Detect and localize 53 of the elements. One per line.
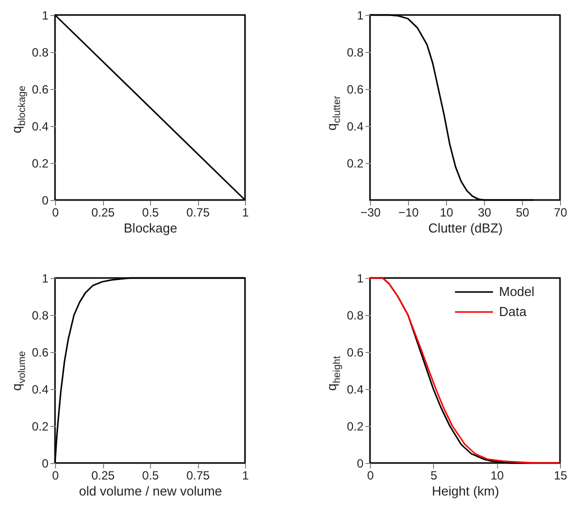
y-tick-label: 0.8 — [346, 46, 364, 60]
y-tick-label: 0 — [356, 456, 364, 470]
x-axis-title: Clutter (dBZ) — [428, 220, 503, 236]
y-tick-label: 0.4 — [32, 382, 49, 396]
y-tick-label: 1 — [356, 272, 364, 286]
x-tick-label: 0.75 — [186, 468, 210, 482]
x-tick-label: 1 — [242, 206, 250, 220]
y-tick-label: 1 — [356, 8, 364, 22]
y-tick-label: 0.6 — [32, 82, 49, 96]
x-tick-label: 0.5 — [142, 206, 160, 220]
y-axis-title: qclutter — [324, 95, 343, 130]
y-tick-label: 0.4 — [346, 120, 364, 134]
x-tick-label: 1 — [242, 468, 250, 482]
x-tick-label: 10 — [440, 206, 454, 220]
x-tick-label: 10 — [490, 468, 504, 482]
y-tick-label: 0.6 — [346, 82, 364, 96]
y-tick-label: 1 — [42, 8, 49, 22]
y-tick-label: 0.2 — [346, 420, 364, 434]
y-tick-label: 0.6 — [346, 346, 364, 360]
x-tick-label: 30 — [478, 206, 492, 220]
legend-label: Data — [499, 304, 528, 319]
y-tick-label: 0.8 — [32, 308, 49, 322]
x-axis-title: Blockage — [124, 220, 178, 236]
y-tick-label: 0 — [42, 456, 49, 470]
x-tick-label: 50 — [516, 206, 530, 220]
y-axis-title: qheight — [324, 356, 343, 391]
x-tick-label: 0.5 — [142, 468, 160, 482]
x-axis-title: Height (km) — [432, 484, 500, 498]
y-tick-label: 0.4 — [32, 120, 49, 134]
y-tick-label: 0.6 — [32, 346, 49, 360]
y-axis-title: qblockage — [9, 85, 28, 134]
x-tick-label: 15 — [554, 468, 568, 482]
y-tick-label: 0 — [42, 194, 49, 208]
x-tick-label: 0.25 — [91, 206, 115, 220]
y-tick-label: 0.2 — [346, 156, 364, 170]
y-tick-label: 0.2 — [32, 156, 49, 170]
y-tick-label: 0.8 — [32, 46, 49, 60]
legend-label: Model — [499, 284, 535, 299]
x-tick-label: 0 — [367, 468, 374, 482]
x-tick-label: 0.25 — [91, 468, 115, 482]
x-tick-label: 0 — [52, 206, 60, 220]
x-tick-label: 5 — [430, 468, 438, 482]
x-tick-label: −30 — [360, 206, 381, 220]
y-tick-label: 1 — [42, 272, 49, 286]
x-tick-label: 0 — [52, 468, 60, 482]
x-tick-label: 70 — [554, 206, 568, 220]
y-tick-label: 0.2 — [32, 420, 49, 434]
x-tick-label: −10 — [398, 206, 419, 220]
x-axis-title: old volume / new volume — [78, 484, 222, 498]
x-tick-label: 0.75 — [186, 206, 210, 220]
y-tick-label: 0.8 — [346, 308, 364, 322]
y-axis-title: qvolume — [9, 350, 28, 391]
y-tick-label: 0.4 — [346, 382, 364, 396]
